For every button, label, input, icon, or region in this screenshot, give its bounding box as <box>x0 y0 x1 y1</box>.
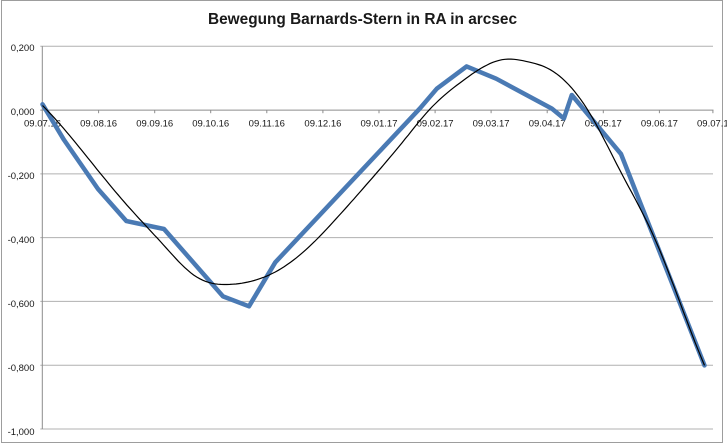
svg-text:09.02.17: 09.02.17 <box>417 119 454 130</box>
svg-text:09.12.16: 09.12.16 <box>304 119 341 130</box>
svg-text:09.03.17: 09.03.17 <box>473 119 510 130</box>
svg-text:09.01.17: 09.01.17 <box>361 119 398 130</box>
svg-text:09.07.17: 09.07.17 <box>697 119 727 130</box>
svg-text:09.10.16: 09.10.16 <box>192 119 229 130</box>
svg-text:-0,400: -0,400 <box>8 235 35 246</box>
svg-text:09.06.17: 09.06.17 <box>641 119 678 130</box>
svg-text:09.05.17: 09.05.17 <box>585 119 622 130</box>
svg-text:09.07.16: 09.07.16 <box>24 119 61 130</box>
svg-text:0,000: 0,000 <box>11 107 35 118</box>
svg-text:-0,200: -0,200 <box>8 171 35 182</box>
svg-text:09.11.16: 09.11.16 <box>249 119 285 130</box>
svg-text:09.04.17: 09.04.17 <box>529 119 566 130</box>
svg-text:-1,000: -1,000 <box>8 427 35 438</box>
svg-text:09.08.16: 09.08.16 <box>80 119 117 130</box>
svg-text:09.09.16: 09.09.16 <box>136 119 173 130</box>
svg-text:-0,600: -0,600 <box>8 299 35 310</box>
svg-text:-0,800: -0,800 <box>8 363 35 374</box>
svg-text:0,200: 0,200 <box>11 43 35 54</box>
